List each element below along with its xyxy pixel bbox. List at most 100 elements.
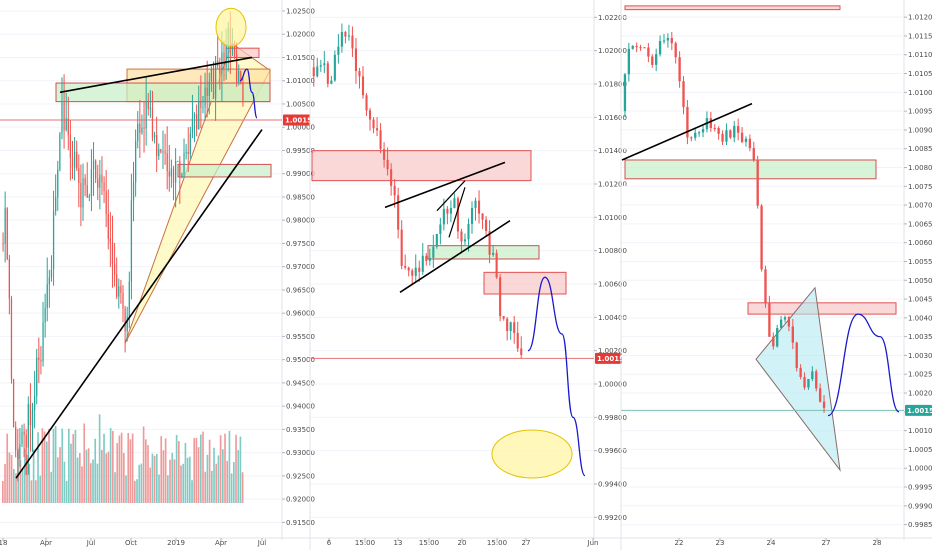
candle-bull bbox=[319, 65, 322, 67]
candle-bear bbox=[499, 277, 502, 317]
candle-bear bbox=[113, 263, 116, 275]
last-price-badge bbox=[595, 352, 622, 364]
volume-bar bbox=[15, 473, 17, 503]
candle-bear bbox=[25, 435, 27, 448]
candle-bear bbox=[120, 286, 122, 293]
candle-bull bbox=[36, 357, 38, 396]
volume-bar bbox=[175, 434, 178, 503]
candle-bear bbox=[109, 238, 112, 243]
candle-bear bbox=[365, 95, 368, 111]
candle-bear bbox=[212, 68, 215, 99]
red-zone bbox=[747, 302, 897, 315]
candle-bull bbox=[210, 68, 213, 82]
y-tick-label: 1.00300 bbox=[908, 352, 932, 360]
y-tick-label: 1.00050 bbox=[908, 446, 932, 454]
candle-bull bbox=[694, 132, 697, 138]
y-tick-label: 0.94500 bbox=[286, 379, 315, 387]
candle-bear bbox=[86, 185, 88, 198]
candle-bull bbox=[118, 286, 120, 297]
volume-bar bbox=[178, 441, 180, 503]
x-tick-label: 18 bbox=[0, 539, 7, 547]
volume-bar bbox=[213, 447, 215, 503]
volume-bar bbox=[19, 459, 22, 503]
volume-bar bbox=[85, 449, 88, 503]
candle-bear bbox=[147, 101, 149, 109]
volume-bar bbox=[90, 463, 92, 503]
target-ellipse bbox=[491, 429, 573, 479]
volume-bar bbox=[138, 464, 141, 503]
volume-bar bbox=[35, 480, 37, 503]
y-tick-label: 1.00000 bbox=[908, 465, 932, 473]
candle-bear bbox=[411, 270, 414, 276]
green-zone bbox=[624, 159, 877, 180]
y-tick-label: 0.95000 bbox=[286, 356, 315, 364]
candle-bear bbox=[477, 200, 481, 214]
y-tick-label: 1.00400 bbox=[598, 314, 627, 322]
candle-bull bbox=[449, 208, 452, 214]
candle-bull bbox=[474, 200, 477, 209]
y-tick-label: 1.01150 bbox=[908, 32, 932, 40]
candle-bull bbox=[421, 255, 424, 272]
candle-bull bbox=[470, 208, 474, 224]
volume-bar bbox=[39, 475, 42, 503]
volume-bar bbox=[208, 439, 211, 503]
y-tick-label: 0.95500 bbox=[286, 333, 315, 341]
volume-bar bbox=[219, 435, 222, 503]
panel-right[interactable]: 1.01200 1.01150 1.01100 1.01050 1.01000 1.009… bbox=[621, 0, 932, 547]
panel-left[interactable]: 1.02500 1.02000 1.01500 1.01000 1.00500 1.000… bbox=[0, 0, 317, 547]
volume-bar bbox=[46, 441, 48, 503]
y-tick-label: 1.00800 bbox=[598, 247, 627, 255]
candle-bull bbox=[141, 127, 143, 133]
x-tick-label: 27 bbox=[522, 539, 531, 547]
candle-bull bbox=[779, 319, 783, 329]
volume-bar bbox=[2, 480, 4, 503]
candle-bull bbox=[214, 60, 217, 99]
candle-bull bbox=[55, 197, 57, 212]
volume-bar bbox=[4, 463, 6, 503]
candle-bull bbox=[170, 168, 173, 177]
x-tick-label: 15:00 bbox=[419, 539, 439, 547]
candle-bear bbox=[8, 259, 10, 299]
volume-bar bbox=[57, 457, 59, 503]
volume-bar bbox=[239, 436, 242, 503]
candle-bear bbox=[15, 426, 17, 451]
volume-bar bbox=[10, 455, 13, 503]
candle-bull bbox=[130, 200, 133, 282]
red-zone bbox=[225, 47, 260, 58]
volume-bar bbox=[222, 449, 224, 503]
volume-bar bbox=[74, 429, 77, 503]
panel-middle[interactable]: 1.02200 1.02000 1.01800 1.01600 1.01400 1.012… bbox=[310, 0, 629, 547]
candle-bear bbox=[803, 376, 806, 388]
volume-bar bbox=[105, 453, 108, 503]
candle-bear bbox=[187, 152, 189, 155]
candle-bull bbox=[807, 379, 810, 388]
candle-bear bbox=[219, 65, 221, 74]
candle-bear bbox=[166, 153, 168, 172]
candle-bull bbox=[701, 129, 705, 133]
candle-bear bbox=[361, 76, 365, 96]
candle-bear bbox=[160, 148, 162, 153]
candle-bull bbox=[333, 54, 336, 81]
x-tick-label: 6 bbox=[327, 539, 332, 547]
candle-bear bbox=[80, 183, 82, 208]
candle-bear bbox=[795, 342, 798, 368]
candle-bull bbox=[99, 174, 101, 188]
candle-bull bbox=[48, 277, 50, 285]
x-tick-label: Jul bbox=[86, 539, 96, 547]
candle-bull bbox=[162, 151, 164, 153]
volume-bar bbox=[30, 480, 33, 503]
y-tick-label: 1.00650 bbox=[908, 220, 932, 228]
volume-bar bbox=[72, 434, 75, 503]
candle-bear bbox=[84, 178, 86, 186]
candle-bull bbox=[467, 223, 470, 240]
candle-bull bbox=[181, 173, 183, 178]
y-tick-label: 0.99500 bbox=[286, 147, 315, 155]
volume-bar bbox=[28, 464, 31, 503]
y-tick-label: 1.00700 bbox=[908, 202, 932, 210]
y-tick-label: 1.01600 bbox=[598, 114, 627, 122]
y-tick-label: 1.00550 bbox=[908, 258, 932, 266]
wedge-upper bbox=[384, 161, 506, 209]
y-tick-label: 1.00500 bbox=[286, 100, 315, 108]
volume-bar bbox=[147, 445, 149, 503]
